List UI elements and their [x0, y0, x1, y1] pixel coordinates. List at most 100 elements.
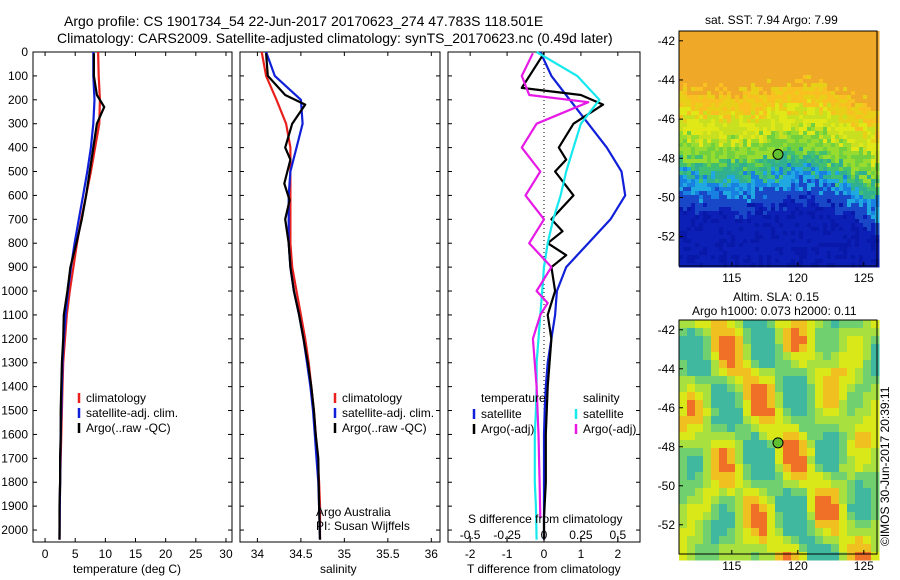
series-line-blue — [58, 52, 96, 540]
map-cell — [787, 243, 792, 248]
map-cell — [815, 544, 824, 553]
map-cell — [703, 31, 708, 36]
map-cell — [823, 103, 828, 108]
map-cell — [807, 167, 812, 172]
map-cell — [871, 376, 880, 385]
map-cell — [847, 187, 852, 192]
map-cell — [803, 163, 808, 168]
map-cell — [747, 111, 752, 116]
map-cell — [855, 143, 860, 148]
map-cell — [699, 175, 704, 180]
map-cell — [767, 320, 776, 329]
map-cell — [847, 95, 852, 100]
map-cell — [747, 175, 752, 180]
map-cell — [711, 127, 716, 132]
map-cell — [727, 464, 736, 473]
map-cell — [739, 203, 744, 208]
map-cell — [727, 107, 732, 112]
map-cell — [719, 328, 728, 337]
map-cell — [851, 215, 856, 220]
map-cell — [783, 488, 792, 497]
map-cell — [687, 35, 692, 40]
map-cell — [719, 223, 724, 228]
map-cell — [763, 79, 768, 84]
map-cell — [767, 187, 772, 192]
map-cell — [759, 456, 768, 465]
map-cell — [775, 544, 784, 553]
map-cell — [815, 239, 820, 244]
map-cell — [827, 35, 832, 40]
map-cell — [679, 239, 684, 244]
map-cell — [783, 376, 792, 385]
map-cell — [767, 131, 772, 136]
map-cell — [807, 536, 816, 545]
map-cell — [871, 392, 880, 401]
map-cell — [775, 127, 780, 132]
map-cell — [707, 243, 712, 248]
map-cell — [811, 59, 816, 64]
map-cell — [703, 408, 712, 417]
map-cell — [783, 247, 788, 252]
map-cell — [815, 223, 820, 228]
y-tick-label: 600 — [8, 188, 28, 202]
map-cell — [855, 103, 860, 108]
plot-frame-1 — [239, 51, 441, 543]
map-cell — [735, 43, 740, 48]
map-cell — [851, 55, 856, 60]
map-cell — [827, 143, 832, 148]
map-cell — [739, 159, 744, 164]
map-cell — [799, 215, 804, 220]
map-cell — [703, 360, 712, 369]
map-cell — [839, 536, 848, 545]
map-cell — [751, 328, 760, 337]
map-cell — [839, 91, 844, 96]
map-cell — [755, 31, 760, 36]
map-cell — [751, 344, 760, 353]
map-cell — [807, 55, 812, 60]
map-cell — [855, 71, 860, 76]
map-cell — [851, 239, 856, 244]
map-cell — [851, 263, 856, 268]
map-cell — [711, 175, 716, 180]
map-cell — [811, 67, 816, 72]
map-cell — [719, 448, 728, 457]
map-cell — [839, 47, 844, 52]
map-cell — [855, 520, 864, 529]
legend-label: Argo(..raw -QC) — [86, 421, 171, 435]
map-cell — [839, 223, 844, 228]
map-cell — [859, 99, 864, 104]
map-cell — [743, 99, 748, 104]
map-cell — [747, 67, 752, 72]
map-cell — [847, 31, 852, 36]
map-cell — [819, 119, 824, 124]
map-cell — [735, 239, 740, 244]
map-cell — [867, 239, 872, 244]
map-cell — [687, 464, 696, 473]
map-cell — [827, 223, 832, 228]
map-cell — [847, 456, 856, 465]
map-cell — [795, 127, 800, 132]
map-cell — [791, 215, 796, 220]
map-cell — [735, 203, 740, 208]
map-cell — [727, 408, 736, 417]
map-cell — [855, 368, 864, 377]
map-cell — [695, 75, 700, 80]
map-cell — [803, 107, 808, 112]
map-cell — [819, 255, 824, 260]
map-cell — [775, 416, 784, 425]
map-cell — [843, 159, 848, 164]
map-cell — [735, 376, 744, 385]
map-cell — [687, 263, 692, 268]
map-cell — [831, 175, 836, 180]
map-cell — [703, 227, 708, 232]
map-cell — [691, 135, 696, 140]
map-cell — [699, 143, 704, 148]
map-cell — [775, 51, 780, 56]
map-cell — [831, 512, 840, 521]
map-cell — [787, 219, 792, 224]
map-cell — [859, 167, 864, 172]
map-cell — [819, 31, 824, 36]
map-cell — [735, 163, 740, 168]
map-cell — [823, 107, 828, 112]
map-cell — [807, 440, 816, 449]
